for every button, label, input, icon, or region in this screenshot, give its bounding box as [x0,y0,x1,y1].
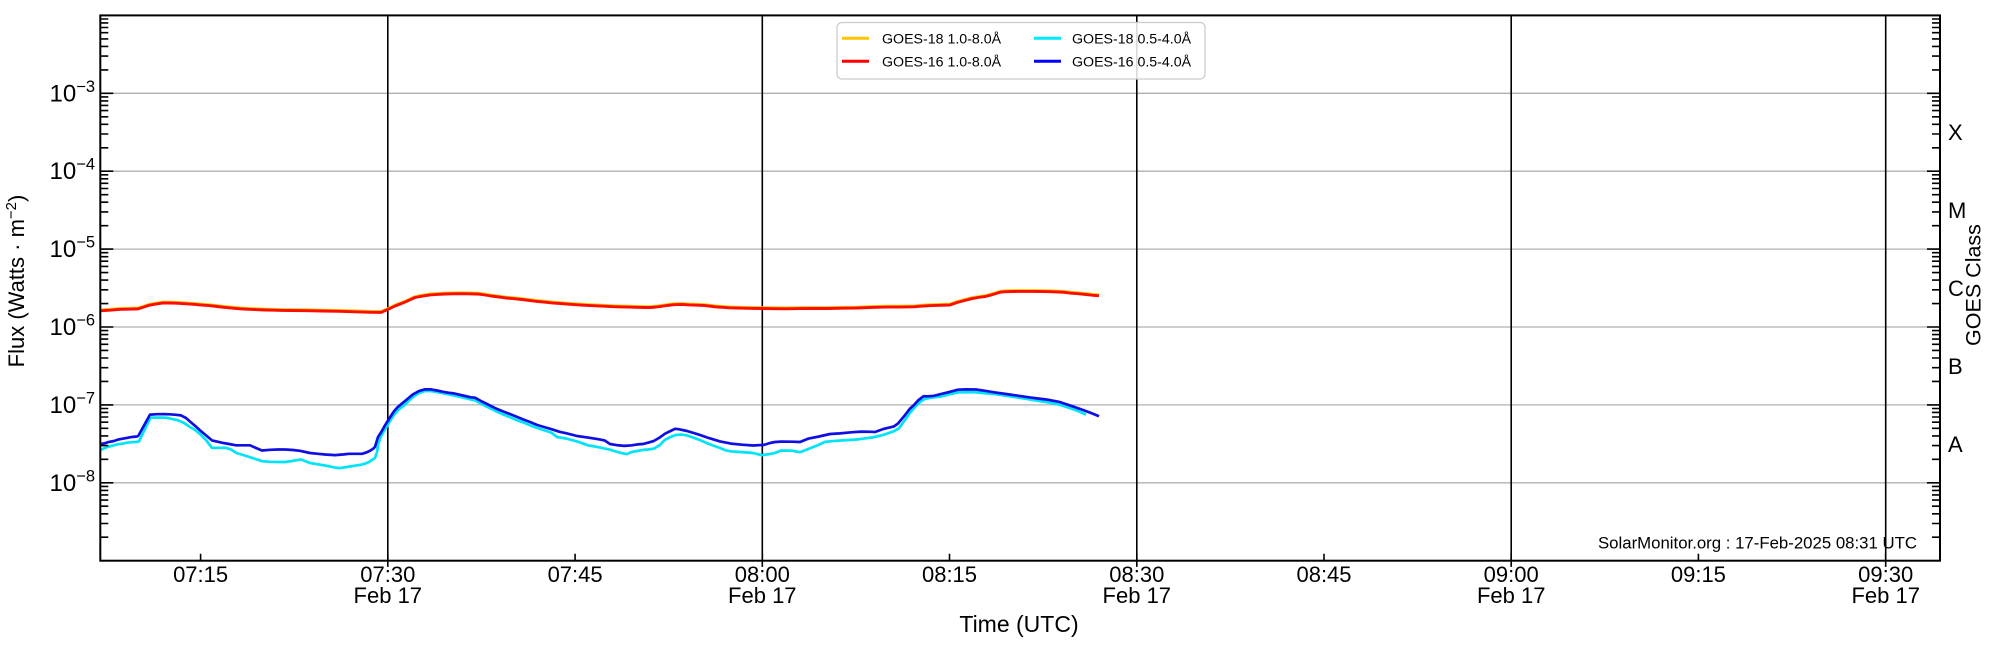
svg-text:09:00: 09:00 [1484,562,1539,587]
svg-text:08:15: 08:15 [922,562,977,587]
svg-text:08:00: 08:00 [735,562,790,587]
svg-text:GOES-16 1.0-8.0Å: GOES-16 1.0-8.0Å [882,54,1002,71]
svg-text:Feb 17: Feb 17 [1851,583,1920,608]
svg-text:B: B [1948,354,1963,379]
svg-text:GOES Class: GOES Class [1962,224,1986,346]
svg-text:08:45: 08:45 [1296,562,1351,587]
svg-text:Feb 17: Feb 17 [728,583,797,608]
svg-text:Time (UTC): Time (UTC) [959,611,1078,637]
svg-text:Feb 17: Feb 17 [1477,583,1546,608]
svg-text:GOES-18 0.5-4.0Å: GOES-18 0.5-4.0Å [1072,31,1192,48]
svg-text:M: M [1948,198,1966,223]
svg-text:10−8: 10−8 [49,467,95,497]
svg-text:09:30: 09:30 [1858,562,1913,587]
svg-text:09:15: 09:15 [1671,562,1726,587]
svg-text:10−5: 10−5 [49,234,95,264]
svg-text:GOES-18 1.0-8.0Å: GOES-18 1.0-8.0Å [882,31,1002,48]
svg-text:X: X [1948,120,1963,145]
svg-text:Feb 17: Feb 17 [1103,583,1172,608]
svg-text:07:15: 07:15 [173,562,228,587]
svg-text:SolarMonitor.org : 17-Feb-2025: SolarMonitor.org : 17-Feb-2025 08:31 UTC [1598,534,1917,553]
svg-text:C: C [1948,276,1964,301]
svg-text:Feb 17: Feb 17 [354,583,423,608]
svg-text:A: A [1948,432,1963,457]
svg-text:07:45: 07:45 [548,562,603,587]
svg-text:08:30: 08:30 [1109,562,1164,587]
svg-text:Flux (Watts · m−2): Flux (Watts · m−2) [3,195,29,368]
svg-text:GOES-16 0.5-4.0Å: GOES-16 0.5-4.0Å [1072,54,1192,71]
svg-text:10−4: 10−4 [49,156,95,186]
svg-text:10−6: 10−6 [49,312,95,342]
svg-text:07:30: 07:30 [360,562,415,587]
svg-text:10−7: 10−7 [49,389,95,419]
svg-text:10−3: 10−3 [49,78,95,108]
